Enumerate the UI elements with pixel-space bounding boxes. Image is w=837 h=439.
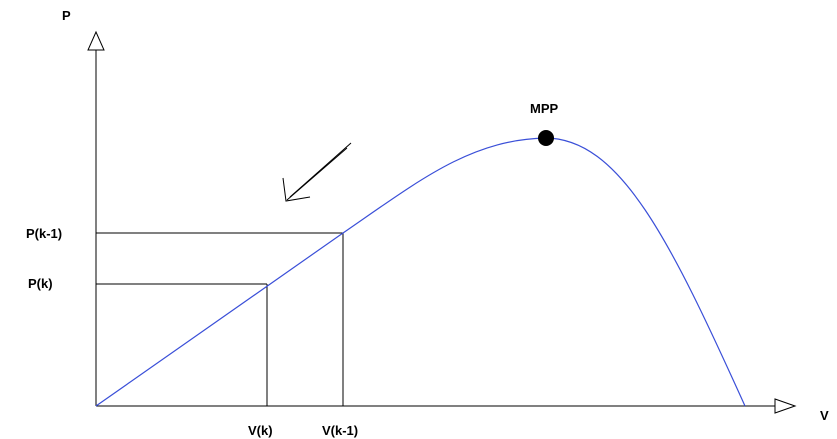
- x-axis-label: V: [820, 408, 829, 423]
- mpp-label: MPP: [530, 101, 559, 116]
- v-curr-label: V(k): [248, 423, 273, 438]
- mpp-point: [538, 130, 554, 146]
- v-prev-label: V(k-1): [322, 423, 358, 438]
- y-axis-arrowhead: [87, 30, 105, 51]
- p-curr-label: P(k): [28, 276, 53, 291]
- x-axis-arrowhead: [774, 398, 797, 414]
- p-prev-label: P(k-1): [26, 226, 62, 241]
- y-axis-label: P: [62, 8, 71, 23]
- direction-arrow: [282, 142, 352, 202]
- pv-curve: [95, 137, 746, 407]
